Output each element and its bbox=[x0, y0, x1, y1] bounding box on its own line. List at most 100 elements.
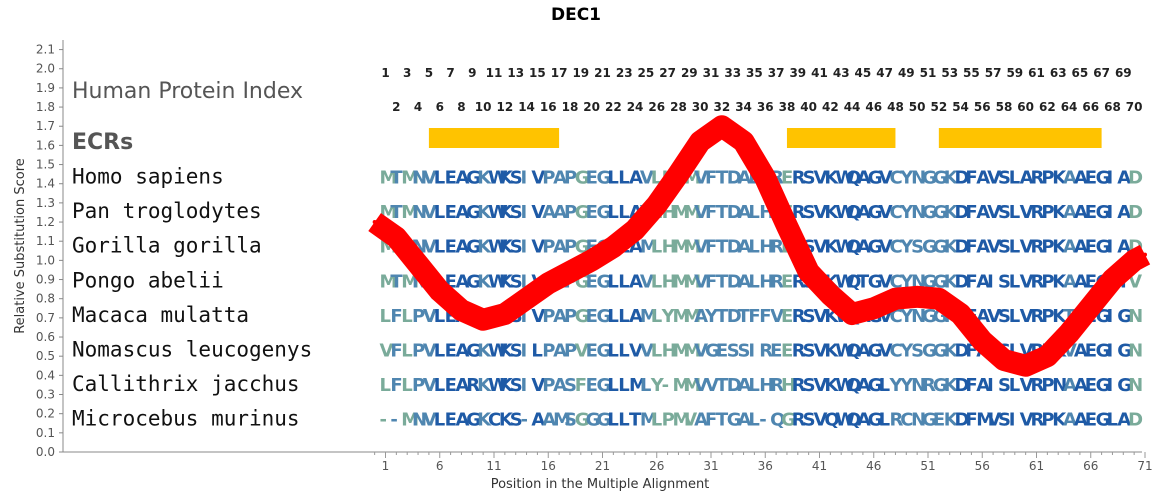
residue: K bbox=[1052, 306, 1067, 327]
data-point bbox=[394, 235, 399, 240]
residue: L bbox=[607, 271, 618, 292]
residue: V bbox=[879, 271, 893, 292]
residue: - bbox=[521, 410, 528, 431]
residue: I bbox=[748, 341, 755, 362]
residue: K bbox=[499, 271, 514, 292]
residue: V bbox=[814, 341, 828, 362]
residue: S bbox=[510, 341, 523, 362]
index-even-label: 66 bbox=[1082, 100, 1099, 114]
residue: V bbox=[879, 168, 893, 189]
residue: S bbox=[911, 341, 924, 362]
residue: V bbox=[423, 202, 437, 223]
index-even-label: 68 bbox=[1104, 100, 1121, 114]
residue: L bbox=[380, 375, 391, 396]
index-even-label: 50 bbox=[909, 100, 926, 114]
data-point bbox=[633, 227, 638, 232]
residue: H bbox=[662, 271, 677, 292]
residue: S bbox=[911, 237, 924, 258]
residue: I bbox=[1106, 375, 1113, 396]
residue: R bbox=[792, 375, 806, 396]
residue: A bbox=[1074, 271, 1088, 292]
residue: A bbox=[455, 271, 469, 292]
residue: W bbox=[488, 375, 508, 396]
residue: G bbox=[868, 202, 883, 223]
residue: D bbox=[727, 237, 742, 258]
data-point bbox=[893, 296, 898, 301]
residue: A bbox=[857, 410, 871, 431]
index-even-label: 6 bbox=[436, 100, 444, 114]
residue: E bbox=[1085, 410, 1097, 431]
residue: R bbox=[770, 237, 784, 258]
residue: A bbox=[455, 341, 469, 362]
residue: F bbox=[575, 375, 587, 396]
residue: L bbox=[434, 306, 445, 327]
residue: K bbox=[944, 410, 959, 431]
residue: R bbox=[922, 375, 936, 396]
residue: M bbox=[629, 375, 647, 396]
residue: R bbox=[889, 410, 903, 431]
residue: G bbox=[1117, 375, 1132, 396]
index-odd-label: 35 bbox=[746, 66, 763, 80]
data-point bbox=[1023, 363, 1028, 368]
residue: E bbox=[586, 271, 598, 292]
residue: G bbox=[597, 375, 612, 396]
residue: L bbox=[748, 202, 759, 223]
residue: G bbox=[922, 202, 937, 223]
residue: V bbox=[694, 271, 708, 292]
residue: G bbox=[466, 410, 481, 431]
residue: V bbox=[629, 341, 643, 362]
residue: T bbox=[857, 271, 870, 292]
residue: G bbox=[575, 306, 590, 327]
residue: F bbox=[390, 306, 402, 327]
residue: N bbox=[1128, 375, 1143, 396]
residue: F bbox=[759, 306, 771, 327]
y-tick-label: 2.0 bbox=[36, 62, 55, 76]
residue: K bbox=[499, 375, 514, 396]
x-tick-label: 31 bbox=[703, 459, 718, 473]
residue: I bbox=[1106, 341, 1113, 362]
index-odd-label: 29 bbox=[681, 66, 698, 80]
residue: K bbox=[477, 410, 492, 431]
residue: I bbox=[987, 375, 994, 396]
residue: D bbox=[955, 410, 970, 431]
x-axis-label: Position in the Multiple Alignment bbox=[491, 477, 710, 492]
residue: V bbox=[987, 168, 1001, 189]
residue: L bbox=[401, 375, 412, 396]
residue: D bbox=[955, 237, 970, 258]
residue: E bbox=[586, 202, 598, 223]
residue: W bbox=[488, 237, 508, 258]
residue: G bbox=[597, 410, 612, 431]
residue: M bbox=[640, 410, 658, 431]
residue: W bbox=[835, 341, 855, 362]
sequence-row: MTMNVLEAGKWKSIVPAPGEGLLAMLHMMVFTDALHRERS… bbox=[380, 237, 1144, 258]
residue: A bbox=[455, 168, 469, 189]
residue: G bbox=[466, 341, 481, 362]
residue: G bbox=[1117, 306, 1132, 327]
residue: M bbox=[683, 306, 701, 327]
residue: A bbox=[857, 237, 871, 258]
residue: H bbox=[662, 237, 677, 258]
residue: L bbox=[651, 306, 662, 327]
y-tick-label: 0.1 bbox=[36, 426, 55, 440]
residue: K bbox=[499, 168, 514, 189]
residue: E bbox=[1085, 168, 1097, 189]
residue: A bbox=[629, 168, 643, 189]
residue: V bbox=[814, 202, 828, 223]
residue: K bbox=[824, 202, 839, 223]
residue: E bbox=[781, 168, 793, 189]
residue: E bbox=[781, 306, 793, 327]
index-odd-label: 33 bbox=[724, 66, 741, 80]
residue: Q bbox=[846, 375, 861, 396]
species-name: Homo sapiens bbox=[72, 165, 224, 189]
residue: R bbox=[792, 410, 806, 431]
residue: L bbox=[879, 375, 890, 396]
residue: M bbox=[553, 410, 571, 431]
index-odd-label: 25 bbox=[638, 66, 655, 80]
data-point bbox=[589, 258, 594, 263]
data-point bbox=[850, 312, 855, 317]
species-name: Pongo abelii bbox=[72, 268, 224, 292]
residue: P bbox=[412, 375, 425, 396]
residue: V bbox=[1020, 237, 1034, 258]
index-even-label: 64 bbox=[1061, 100, 1078, 114]
